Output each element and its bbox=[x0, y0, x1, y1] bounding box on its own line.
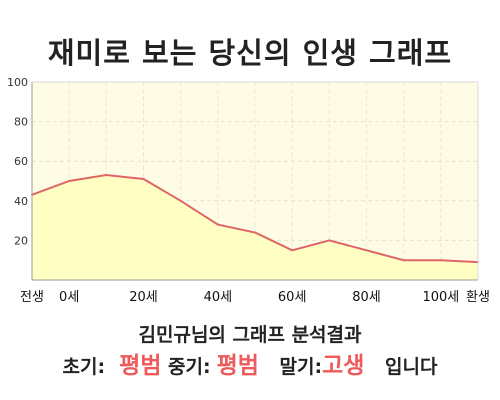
analysis-result: 초기: 평범 중기: 평범 말기:고생 입니다 bbox=[0, 346, 500, 380]
x-tick-label: 0세 bbox=[59, 290, 79, 305]
x-tick-label: 전생 bbox=[20, 290, 44, 305]
data-point bbox=[328, 239, 331, 242]
x-tick-label: 20세 bbox=[129, 290, 158, 305]
y-tick-label: 80 bbox=[14, 116, 28, 129]
data-point bbox=[216, 223, 219, 226]
x-tick-label: 100세 bbox=[422, 290, 459, 305]
y-tick-label: 100 bbox=[7, 76, 28, 89]
data-point bbox=[105, 174, 108, 177]
late-value: 고생 bbox=[322, 353, 365, 379]
data-point bbox=[142, 178, 145, 181]
y-tick-label: 40 bbox=[14, 195, 28, 208]
y-tick-label: 20 bbox=[14, 234, 28, 247]
analysis-subtitle: 김민규님의 그래프 분석결과 bbox=[138, 324, 362, 346]
early-label: 초기: bbox=[62, 356, 106, 378]
mid-label: 중기: bbox=[168, 356, 211, 378]
late-label: 말기: bbox=[279, 356, 323, 378]
result-ending: 입니다 bbox=[385, 356, 438, 378]
data-point bbox=[365, 249, 368, 252]
data-point bbox=[68, 180, 71, 182]
area-fill bbox=[32, 175, 478, 280]
early-value: 평범 bbox=[119, 353, 162, 379]
mid-value: 평범 bbox=[216, 353, 259, 379]
y-tick-label: 60 bbox=[14, 155, 28, 168]
x-tick-label: 환생 bbox=[466, 290, 490, 305]
data-point bbox=[179, 199, 182, 202]
x-tick-label: 80세 bbox=[352, 290, 381, 305]
data-point bbox=[439, 259, 442, 262]
x-tick-label: 60세 bbox=[278, 290, 307, 305]
data-point bbox=[402, 259, 405, 262]
x-tick-label: 40세 bbox=[204, 290, 233, 305]
chart-title: 재미로 보는 당신의 인생 그래프 bbox=[47, 36, 453, 70]
life-graph-chart: 20 40 60 80 100 전생 0세 20세 40세 60세 80세 100세 환생 bbox=[7, 76, 490, 305]
data-point bbox=[291, 249, 294, 252]
data-point bbox=[254, 231, 256, 234]
